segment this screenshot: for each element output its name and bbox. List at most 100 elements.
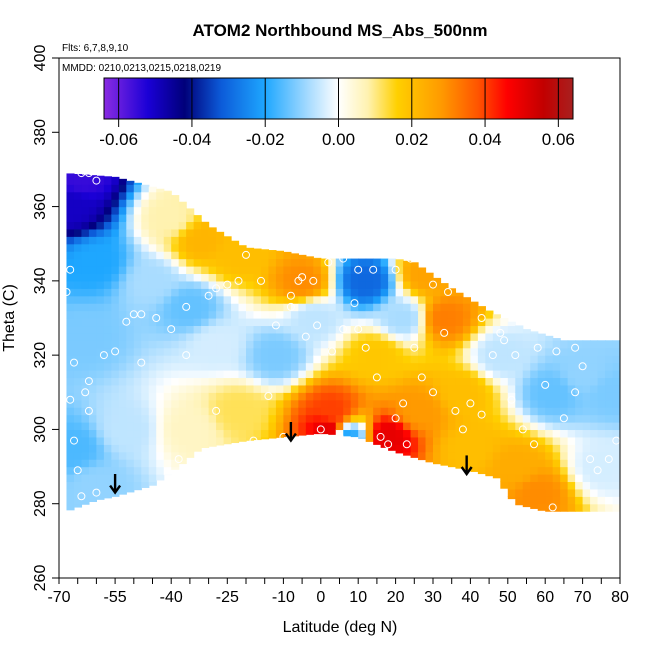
heatmap-cell <box>350 370 359 379</box>
sample-point <box>212 284 221 293</box>
heatmap-cell <box>283 362 292 371</box>
heatmap-cell <box>410 295 419 304</box>
heatmap-cell <box>171 407 180 416</box>
heatmap-cell <box>605 488 614 497</box>
heatmap-cell <box>96 175 105 178</box>
heatmap-cell <box>418 414 427 423</box>
x-tick-label: 30 <box>424 589 442 606</box>
heatmap-cell <box>186 355 195 364</box>
heatmap-cell <box>96 414 105 423</box>
heatmap-cell <box>440 384 449 393</box>
heatmap-cell <box>433 399 442 408</box>
heatmap-cell <box>410 288 419 297</box>
heatmap-cell <box>477 444 486 453</box>
heatmap-cell <box>216 332 225 341</box>
heatmap-cell <box>103 266 112 275</box>
heatmap-cell <box>223 251 232 260</box>
heatmap-cell <box>118 236 127 245</box>
heatmap-cell <box>612 407 620 416</box>
heatmap-cell <box>567 355 576 364</box>
heatmap-cell <box>260 362 270 371</box>
heatmap-cell <box>328 258 337 267</box>
heatmap-cell <box>567 503 576 512</box>
heatmap-cell <box>223 429 232 438</box>
heatmap-cell <box>126 280 135 289</box>
x-tick-label: 20 <box>387 589 405 606</box>
sample-point <box>406 254 415 263</box>
heatmap-cell <box>133 266 142 275</box>
heatmap-cell <box>141 251 150 260</box>
heatmap-cell <box>552 459 561 468</box>
x-tick-label: -70 <box>47 589 70 606</box>
heatmap-cell <box>290 280 299 289</box>
heatmap-cell <box>597 503 606 512</box>
heatmap-cell <box>193 266 202 275</box>
heatmap-cell <box>118 429 127 438</box>
heatmap-cell <box>111 273 120 282</box>
heatmap-cell <box>358 318 367 327</box>
heatmap-cell <box>380 422 389 431</box>
heatmap-cell <box>305 318 314 327</box>
sample-point <box>339 254 348 263</box>
heatmap-cell <box>447 429 457 438</box>
heatmap-cell <box>433 414 442 423</box>
heatmap-cell <box>485 355 494 364</box>
heatmap-cell <box>470 347 479 356</box>
heatmap-cell <box>395 266 404 275</box>
heatmap-cell <box>141 422 150 431</box>
heatmap-cell <box>500 451 509 460</box>
heatmap-cell <box>388 444 397 451</box>
heatmap-cell <box>268 310 277 319</box>
heatmap-cell <box>156 236 165 245</box>
heatmap-cell <box>567 414 576 423</box>
heatmap-cell <box>560 451 569 460</box>
heatmap-cell <box>313 266 322 275</box>
heatmap-cell <box>73 174 83 178</box>
heatmap-cell <box>328 310 337 319</box>
heatmap-cell <box>290 347 299 356</box>
heatmap-cell <box>268 422 277 431</box>
heatmap-cell <box>275 318 284 327</box>
heatmap-cell <box>597 407 606 416</box>
x-tick-label: -10 <box>272 589 295 606</box>
heatmap-cell <box>380 340 389 349</box>
heatmap-cell <box>395 332 404 341</box>
heatmap-cell <box>193 215 202 223</box>
heatmap-cell <box>73 251 83 260</box>
heatmap-cell <box>223 370 232 379</box>
heatmap-cell <box>500 362 509 371</box>
heatmap-cell <box>118 466 127 475</box>
heatmap-cell <box>81 303 90 312</box>
heatmap-cell <box>455 370 464 379</box>
heatmap-cell <box>208 236 217 245</box>
heatmap-cell <box>433 451 442 460</box>
heatmap-cell <box>103 332 112 341</box>
heatmap-cell <box>103 214 112 223</box>
heatmap-cell <box>275 355 284 364</box>
heatmap-cell <box>433 459 442 465</box>
heatmap-cell <box>500 347 509 356</box>
heatmap-cell <box>313 295 322 304</box>
heatmap-cell <box>156 414 165 423</box>
heatmap-cell <box>455 310 464 319</box>
heatmap-cell <box>470 301 479 304</box>
heatmap-cell <box>298 422 307 431</box>
heatmap-cell <box>313 377 322 386</box>
heatmap-cell <box>156 325 165 334</box>
heatmap-cell <box>66 173 75 178</box>
heatmap-cell <box>141 340 150 349</box>
sample-point <box>548 503 557 512</box>
heatmap-cell <box>515 488 524 497</box>
heatmap-cell <box>605 392 614 401</box>
heatmap-cell <box>320 377 329 386</box>
heatmap-cell <box>485 347 494 356</box>
heatmap-cell <box>410 422 419 431</box>
heatmap-cell <box>507 355 516 364</box>
heatmap-cell <box>193 258 202 267</box>
heatmap-cell <box>403 392 412 401</box>
heatmap-cell <box>455 377 464 386</box>
heatmap-cell <box>223 310 232 319</box>
heatmap-cell <box>66 199 75 208</box>
heatmap-cell <box>343 266 352 275</box>
heatmap-cell <box>410 280 419 289</box>
